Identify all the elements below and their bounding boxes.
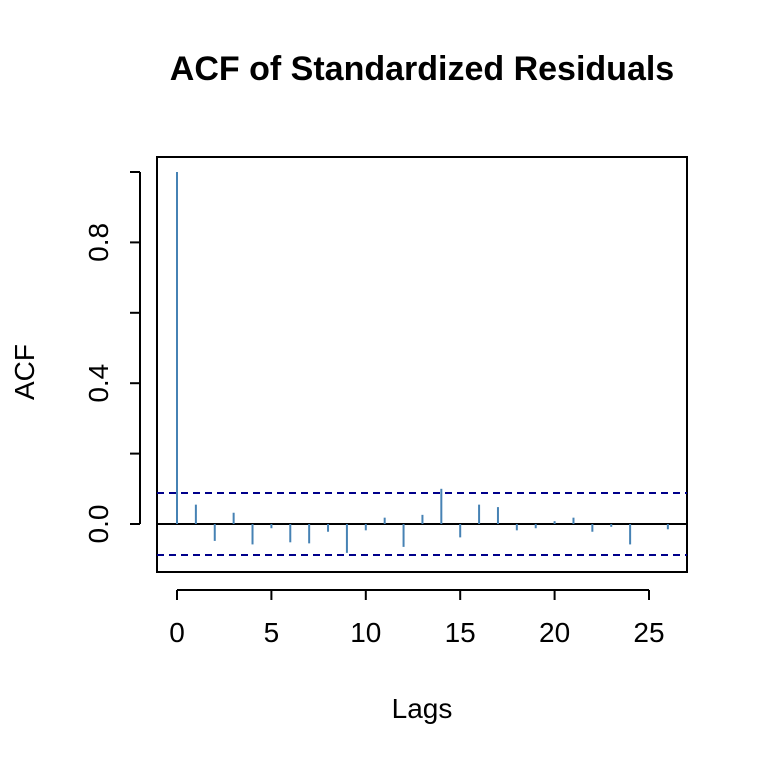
- y-axis-label: ACF: [9, 344, 40, 400]
- x-tick-label-10: 10: [350, 617, 381, 648]
- x-tick-label-25: 25: [633, 617, 664, 648]
- y-tick-label-0: 0.0: [83, 505, 114, 544]
- plot-frame: [156, 156, 688, 573]
- x-tick-label-15: 15: [445, 617, 476, 648]
- x-tick-label-20: 20: [539, 617, 570, 648]
- x-tick-label-5: 5: [264, 617, 280, 648]
- y-tick-label-1: 0.4: [83, 364, 114, 403]
- plot-area: 0 5 10 15 20 25 0.0 0.4 0.8: [83, 156, 688, 648]
- x-tick-label-0: 0: [169, 617, 185, 648]
- chart-title: ACF of Standardized Residuals: [170, 50, 674, 88]
- x-axis-label: Lags: [392, 693, 453, 724]
- y-tick-label-2: 0.8: [83, 223, 114, 262]
